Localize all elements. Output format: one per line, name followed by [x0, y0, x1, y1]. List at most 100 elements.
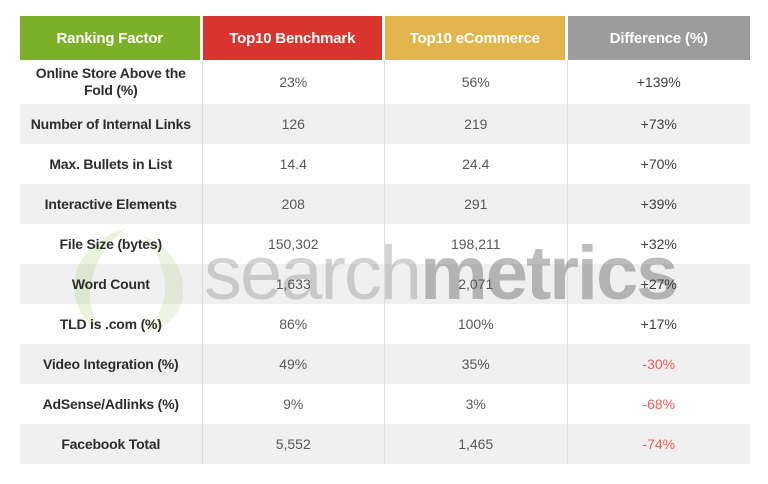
- benchmark-value: 5,552: [275, 436, 311, 452]
- ecommerce-value-cell: 3%: [385, 384, 568, 424]
- table-row: TLD is .com (%) 86% 100% +17%: [20, 304, 750, 344]
- difference-value: +70%: [640, 156, 677, 172]
- table-row: Word Count 1,633 2,071 +27%: [20, 264, 750, 304]
- row-label-cell: Interactive Elements: [20, 184, 203, 224]
- ecommerce-value: 35%: [461, 356, 490, 372]
- ecommerce-value-cell: 198,211: [385, 224, 568, 264]
- ecommerce-value-cell: 1,465: [385, 424, 568, 464]
- benchmark-value-cell: 208: [202, 184, 385, 224]
- benchmark-value-cell: 14.4: [202, 144, 385, 184]
- column-header-top10-benchmark: Top10 Benchmark: [202, 16, 385, 60]
- row-label-cell: AdSense/Adlinks (%): [20, 384, 203, 424]
- column-header-difference: Difference (%): [567, 16, 750, 60]
- ecommerce-value: 100%: [457, 316, 494, 332]
- row-label-cell: TLD is .com (%): [20, 304, 203, 344]
- benchmark-value: 23%: [279, 74, 308, 90]
- benchmark-value: 86%: [279, 316, 308, 332]
- difference-value: +27%: [640, 276, 677, 292]
- row-label: Interactive Elements: [44, 195, 177, 212]
- ranking-factors-table: Ranking Factor Top10 Benchmark Top10 eComm…: [20, 16, 750, 464]
- column-header-ranking-factor: Ranking Factor: [20, 16, 203, 60]
- column-header-top10-ecommerce: Top10 eCommerce: [385, 16, 568, 60]
- difference-value-cell: +17%: [567, 304, 750, 344]
- table-row: Video Integration (%) 49% 35% -30%: [20, 344, 750, 384]
- table-header-row: Ranking Factor Top10 Benchmark Top10 eComm…: [20, 16, 750, 60]
- table-body: Online Store Above the Fold (%) 23% 56% +13…: [20, 60, 750, 464]
- column-header-label: Top10 eCommerce: [409, 29, 540, 47]
- difference-value: +73%: [640, 116, 677, 132]
- row-label-cell: Max. Bullets in List: [20, 144, 203, 184]
- difference-value-cell: +27%: [567, 264, 750, 304]
- difference-value: -74%: [642, 436, 676, 452]
- row-label: Number of Internal Links: [30, 115, 191, 132]
- benchmark-value: 126: [281, 116, 305, 132]
- column-header-label: Ranking Factor: [56, 29, 164, 47]
- column-header-label: Top10 Benchmark: [229, 29, 356, 47]
- ecommerce-value: 219: [464, 116, 488, 132]
- difference-value-cell: -68%: [567, 384, 750, 424]
- ecommerce-value: 24.4: [462, 156, 490, 172]
- benchmark-value: 49%: [279, 356, 308, 372]
- benchmark-value-cell: 86%: [202, 304, 385, 344]
- difference-value-cell: +139%: [567, 60, 750, 104]
- difference-value: +39%: [640, 196, 677, 212]
- row-label: File Size (bytes): [59, 235, 163, 252]
- ecommerce-value: 291: [464, 196, 488, 212]
- benchmark-value: 208: [281, 196, 305, 212]
- benchmark-value: 14.4: [279, 156, 307, 172]
- difference-value-cell: +39%: [567, 184, 750, 224]
- difference-value: -68%: [642, 396, 676, 412]
- difference-value: +139%: [636, 74, 681, 90]
- benchmark-value-cell: 5,552: [202, 424, 385, 464]
- benchmark-value-cell: 49%: [202, 344, 385, 384]
- ecommerce-value: 56%: [461, 74, 490, 90]
- benchmark-value-cell: 9%: [202, 384, 385, 424]
- ecommerce-value-cell: 219: [385, 104, 568, 144]
- benchmark-value-cell: 1,633: [202, 264, 385, 304]
- difference-value: +32%: [640, 236, 677, 252]
- ecommerce-value-cell: 291: [385, 184, 568, 224]
- ecommerce-value-cell: 100%: [385, 304, 568, 344]
- ecommerce-value: 1,465: [458, 436, 494, 452]
- ecommerce-value-cell: 24.4: [385, 144, 568, 184]
- row-label-cell: Number of Internal Links: [20, 104, 203, 144]
- row-label-cell: Video Integration (%): [20, 344, 203, 384]
- row-label-cell: File Size (bytes): [20, 224, 203, 264]
- benchmark-value-cell: 23%: [202, 60, 385, 104]
- table-row: Online Store Above the Fold (%) 23% 56% +13…: [20, 60, 750, 104]
- ecommerce-value: 3%: [465, 396, 486, 412]
- row-label: TLD is .com (%): [59, 315, 162, 332]
- row-label: AdSense/Adlinks (%): [42, 395, 179, 412]
- row-label: Video Integration (%): [42, 355, 179, 372]
- ecommerce-value: 2,071: [458, 276, 494, 292]
- table-row: Max. Bullets in List 14.4 24.4 +70%: [20, 144, 750, 184]
- row-label: Word Count: [71, 275, 150, 292]
- table-row: File Size (bytes) 150,302 198,211 +32%: [20, 224, 750, 264]
- difference-value-cell: -74%: [567, 424, 750, 464]
- benchmark-value-cell: 150,302: [202, 224, 385, 264]
- ecommerce-value-cell: 56%: [385, 60, 568, 104]
- benchmark-value-cell: 126: [202, 104, 385, 144]
- difference-value: -30%: [642, 356, 676, 372]
- difference-value: +17%: [640, 316, 677, 332]
- row-label: Facebook Total: [61, 435, 161, 452]
- ecommerce-value: 198,211: [450, 236, 501, 252]
- row-label-cell: Word Count: [20, 264, 203, 304]
- difference-value-cell: -30%: [567, 344, 750, 384]
- difference-value-cell: +70%: [567, 144, 750, 184]
- table-row: Facebook Total 5,552 1,465 -74%: [20, 424, 750, 464]
- table-row: Number of Internal Links 126 219 +73%: [20, 104, 750, 144]
- benchmark-value: 1,633: [275, 276, 311, 292]
- benchmark-value: 150,302: [267, 236, 319, 252]
- row-label: Max. Bullets in List: [49, 155, 173, 172]
- column-header-label: Difference (%): [609, 29, 708, 47]
- difference-value-cell: +73%: [567, 104, 750, 144]
- table-row: Interactive Elements 208 291 +39%: [20, 184, 750, 224]
- ecommerce-value-cell: 2,071: [385, 264, 568, 304]
- row-label: Online Store Above the Fold (%): [35, 65, 186, 98]
- row-label-cell: Online Store Above the Fold (%): [20, 60, 203, 104]
- difference-value-cell: +32%: [567, 224, 750, 264]
- table-row: AdSense/Adlinks (%) 9% 3% -68%: [20, 384, 750, 424]
- ecommerce-value-cell: 35%: [385, 344, 568, 384]
